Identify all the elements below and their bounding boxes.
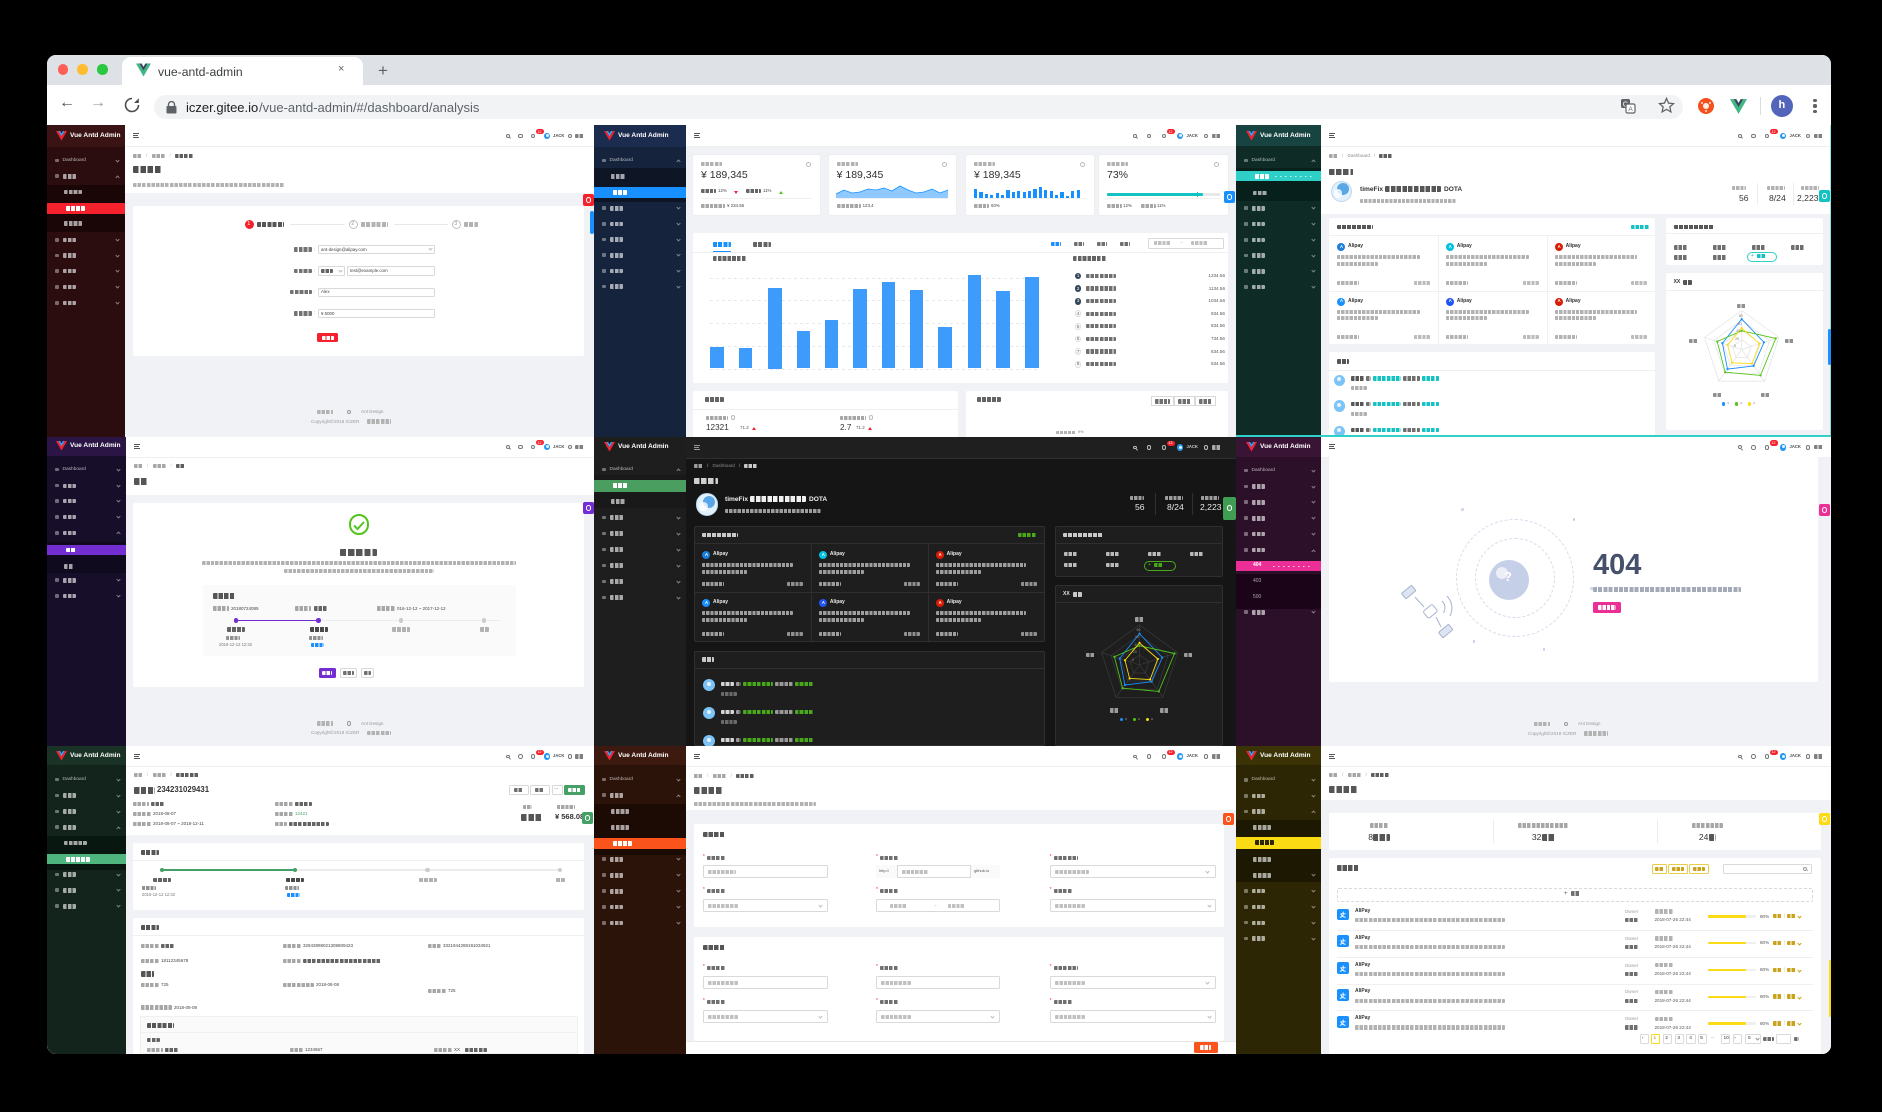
svg-text:A: A — [1628, 106, 1633, 113]
